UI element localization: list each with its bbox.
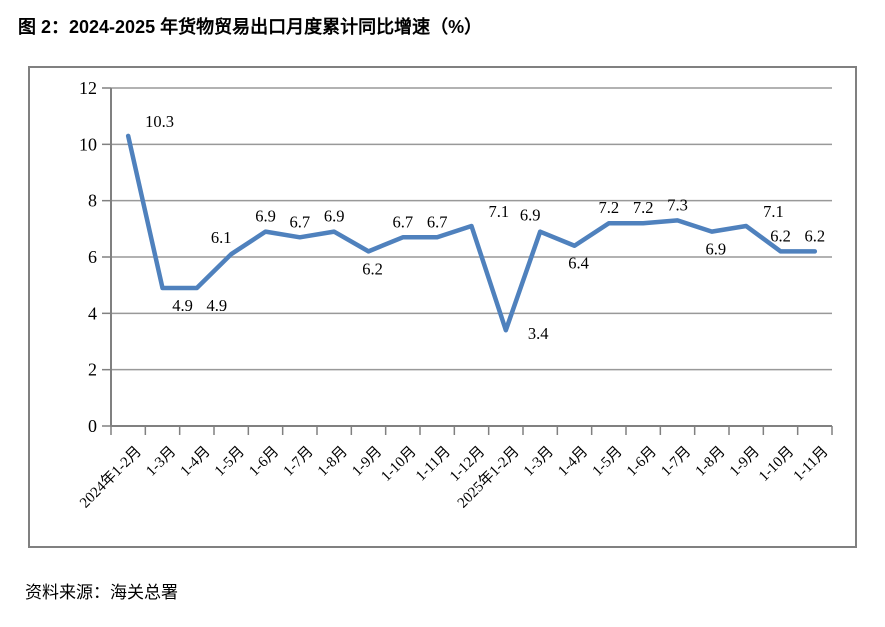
svg-text:7.2: 7.2 (599, 198, 620, 217)
svg-text:6.7: 6.7 (290, 212, 311, 231)
svg-text:1-6月: 1-6月 (246, 444, 282, 480)
svg-text:7.2: 7.2 (633, 198, 654, 217)
svg-text:1-10月: 1-10月 (378, 444, 419, 485)
svg-text:1-10月: 1-10月 (756, 444, 797, 485)
chart-title: 图 2：2024-2025 年货物贸易出口月度累计同比增速（%） (18, 17, 483, 37)
svg-text:4.9: 4.9 (172, 296, 193, 315)
svg-text:1-4月: 1-4月 (555, 444, 591, 480)
svg-text:6: 6 (88, 247, 97, 267)
svg-text:1-3月: 1-3月 (143, 444, 179, 480)
svg-text:7.1: 7.1 (489, 202, 510, 221)
line-chart: 0246810122024年1-2月1-3月1-4月1-5月1-6月1-7月1-… (76, 78, 833, 512)
svg-text:6.9: 6.9 (255, 207, 276, 226)
svg-text:6.2: 6.2 (805, 226, 826, 245)
svg-text:1-5月: 1-5月 (590, 444, 626, 480)
svg-text:4.9: 4.9 (207, 296, 228, 315)
svg-text:6.9: 6.9 (324, 207, 345, 226)
svg-text:6.1: 6.1 (211, 228, 232, 247)
svg-text:6.2: 6.2 (362, 259, 383, 278)
svg-text:1-4月: 1-4月 (178, 444, 214, 480)
svg-text:3.4: 3.4 (528, 324, 549, 343)
svg-text:8: 8 (88, 191, 97, 211)
svg-text:6.7: 6.7 (427, 212, 448, 231)
svg-text:10: 10 (79, 134, 97, 154)
svg-text:1-8月: 1-8月 (693, 444, 729, 480)
svg-text:6.9: 6.9 (706, 240, 727, 259)
svg-text:0: 0 (88, 416, 97, 436)
svg-text:6.4: 6.4 (568, 254, 589, 273)
svg-text:6.2: 6.2 (770, 226, 791, 245)
svg-text:2: 2 (88, 360, 97, 380)
svg-text:1-7月: 1-7月 (281, 444, 317, 480)
source-note: 资料来源：海关总署 (25, 583, 178, 602)
svg-text:1-6月: 1-6月 (624, 444, 660, 480)
svg-text:1-11月: 1-11月 (791, 444, 832, 485)
svg-text:6.7: 6.7 (393, 212, 414, 231)
svg-text:7.1: 7.1 (763, 202, 784, 221)
svg-text:4: 4 (88, 303, 97, 323)
svg-text:1-7月: 1-7月 (658, 444, 694, 480)
svg-text:12: 12 (79, 78, 97, 98)
svg-text:1-11月: 1-11月 (413, 444, 454, 485)
svg-text:1-8月: 1-8月 (315, 444, 351, 480)
chart-frame: 0 2 4 6 8 10 12 2024年1-2月 1-3月 1-4月 1-5月 1-6月 1-7月 1-… (28, 66, 857, 548)
svg-text:2024年1-2月: 2024年1-2月 (76, 443, 145, 512)
svg-text:1-5月: 1-5月 (212, 444, 248, 480)
svg-text:10.3: 10.3 (145, 112, 174, 131)
svg-text:6.9: 6.9 (520, 206, 541, 225)
svg-text:1-3月: 1-3月 (521, 444, 557, 480)
svg-text:7.3: 7.3 (667, 195, 688, 214)
